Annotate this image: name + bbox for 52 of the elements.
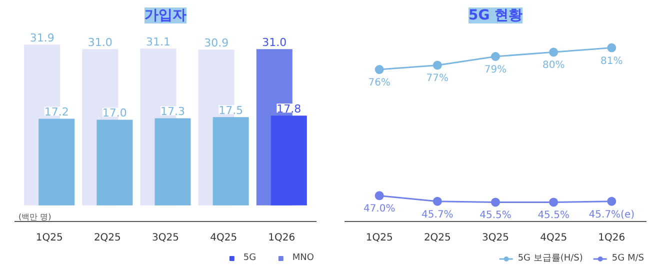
data-label: 79% [484,64,507,76]
data-label: 77% [426,73,449,84]
legend-label: 5G [243,253,258,263]
data-label: 45.5% [480,210,512,222]
x-tick-label: 4Q25 [540,232,568,244]
data-label: 17.8 [276,102,302,116]
data-label: 30.9 [204,36,229,50]
bar [38,118,75,206]
point [432,60,442,70]
legend-label: 5G M/S [612,253,644,263]
data-label: 17.2 [44,106,69,119]
data-label: 76% [368,78,390,89]
bar [270,116,307,206]
point [491,198,500,207]
data-label: 31.1 [146,36,170,49]
data-label: 31.9 [30,32,54,45]
chart-title: 가입자 [144,8,186,24]
legend-label: 5G 보급률(H/S) [518,252,583,264]
x-tick-label: 2Q25 [424,232,451,244]
legend-label: MNO [292,253,314,263]
point [432,196,442,206]
x-tick-label: 1Q26 [598,232,626,244]
x-tick-label: 3Q25 [482,232,509,244]
data-label: 17.5 [218,104,244,118]
point [607,43,616,52]
point [374,65,384,74]
x-tick-label: 2Q25 [94,232,121,244]
data-label: 81% [600,56,623,67]
x-tick-label: 1Q25 [36,232,63,244]
point [549,48,558,57]
data-label: 45.7% [422,209,454,220]
data-label: 31.0 [88,36,112,50]
data-label: 45.7%(e) [588,209,635,220]
x-tick-label: 4Q25 [210,232,238,244]
bar [96,120,133,206]
bar [212,117,249,206]
x-tick-label: 3Q25 [152,232,179,244]
text: (백만 명) [18,212,52,222]
data-label: 17.0 [102,106,127,120]
data-label: 17.3 [160,105,186,118]
data-label: 31.0 [262,36,287,50]
x-tick-label: 1Q25 [366,232,393,244]
x-tick-label: 1Q26 [268,232,296,244]
point [491,52,500,61]
chart-title: 5G 현황 [468,8,523,24]
data-label: 45.5% [538,210,570,222]
bar [154,118,191,206]
data-label: 80% [542,60,565,72]
point [607,196,616,206]
point [549,198,558,207]
data-label: 47.0% [363,204,396,215]
point [374,191,384,200]
